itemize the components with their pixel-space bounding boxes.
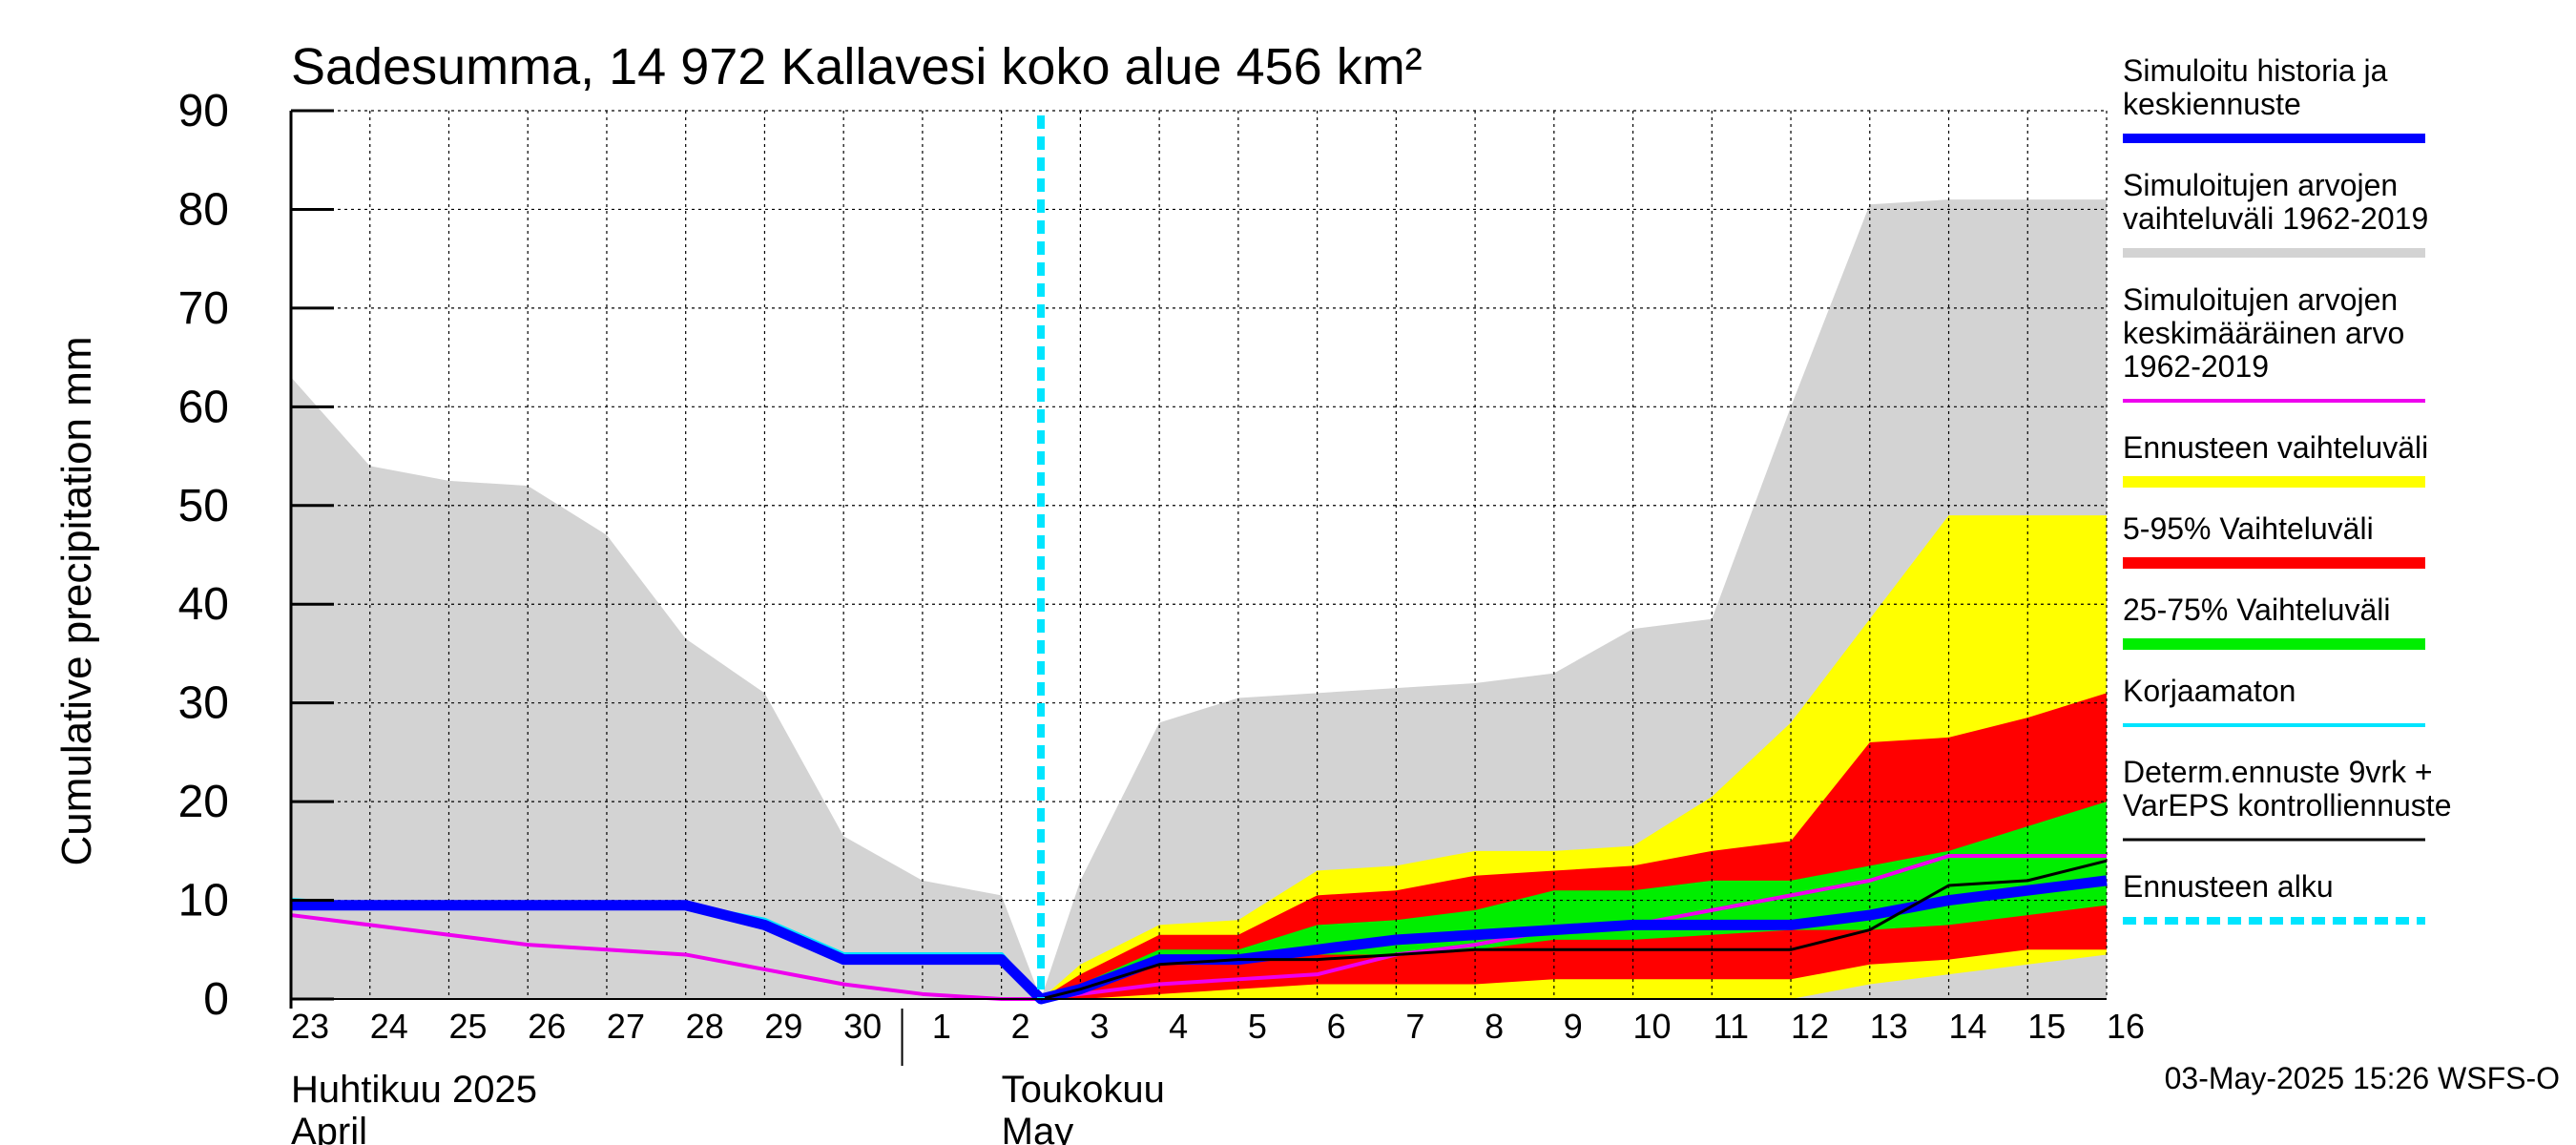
- legend-label: vaihteluväli 1962-2019: [2123, 201, 2428, 236]
- x-tick-label: 1: [932, 1007, 951, 1046]
- chart-title: Sadesumma, 14 972 Kallavesi koko alue 45…: [291, 38, 1423, 95]
- x-tick-label: 25: [448, 1007, 487, 1046]
- x-tick-label: 6: [1327, 1007, 1346, 1046]
- x-tick-label: 30: [843, 1007, 882, 1046]
- month-label: Huhtikuu 2025: [291, 1069, 537, 1111]
- x-tick-label: 8: [1485, 1007, 1504, 1046]
- legend-label: Korjaamaton: [2123, 674, 2296, 708]
- legend-item: Ennusteen alku: [2123, 869, 2425, 925]
- legend-label: keskimääräinen arvo: [2123, 316, 2404, 350]
- x-tick-label: 13: [1870, 1007, 1908, 1046]
- legend-label: Ennusteen alku: [2123, 869, 2334, 904]
- x-tick-label: 15: [2027, 1007, 2066, 1046]
- x-tick-label: 24: [370, 1007, 408, 1046]
- legend-item: Ennusteen vaihteluväli: [2123, 430, 2428, 488]
- y-tick-label: 30: [178, 678, 229, 729]
- x-tick-label: 12: [1791, 1007, 1829, 1046]
- month-label: Toukokuu: [1002, 1069, 1165, 1111]
- legend-label: Simuloitujen arvojen: [2123, 168, 2398, 202]
- y-tick-label: 60: [178, 382, 229, 432]
- series-bands: [291, 199, 2107, 1000]
- x-tick-label: 23: [291, 1007, 329, 1046]
- y-tick-label: 20: [178, 777, 229, 827]
- series-lines: [290, 115, 2108, 1005]
- y-tick-label: 40: [178, 579, 229, 630]
- legend: Simuloitu historia jakeskiennusteSimuloi…: [2123, 53, 2451, 925]
- legend-label: VarEPS kontrolliennuste: [2123, 788, 2451, 822]
- x-tick-label: 27: [607, 1007, 645, 1046]
- legend-label: 1962-2019: [2123, 349, 2269, 384]
- legend-label: 5-95% Vaihteluväli: [2123, 511, 2374, 546]
- x-tick-label: 16: [2107, 1007, 2145, 1046]
- x-tick-label: 29: [764, 1007, 802, 1046]
- x-tick-label: 3: [1090, 1007, 1109, 1046]
- legend-label: keskiennuste: [2123, 87, 2301, 121]
- legend-label: Ennusteen vaihteluväli: [2123, 430, 2428, 465]
- x-tick-label: 28: [686, 1007, 724, 1046]
- x-tick-label: 11: [1714, 1007, 1749, 1046]
- y-tick-label: 90: [178, 86, 229, 136]
- band-range-1962-2019: [291, 199, 2107, 1000]
- y-tick-label: 0: [203, 974, 229, 1025]
- y-axis-label: Cumulative precipitation mm: [53, 336, 100, 865]
- x-tick-label: 14: [1948, 1007, 1986, 1046]
- x-tick-label: 7: [1405, 1007, 1424, 1046]
- month-label-en: May: [1002, 1111, 1074, 1145]
- legend-label: Determ.ennuste 9vrk +: [2123, 755, 2433, 789]
- x-tick-label: 2: [1011, 1007, 1030, 1046]
- series-line-simuloitu-historia-ja-keskiennuste: [291, 875, 2108, 1005]
- y-tick-label: 80: [178, 184, 229, 235]
- x-tick-label: 10: [1633, 1007, 1672, 1046]
- y-tick-label: 70: [178, 283, 229, 334]
- legend-label: Simuloitu historia ja: [2123, 53, 2388, 88]
- series-line-simuloitujen-arvojen-keskim-r-inen-arvo: [290, 854, 2107, 1001]
- series-line-determ-ennuste-9vrk-vareps-kontrolliennuste: [1040, 859, 2108, 1001]
- legend-label: Simuloitujen arvojen: [2123, 282, 2398, 317]
- legend-label: 25-75% Vaihteluväli: [2123, 593, 2390, 627]
- y-tick-label: 50: [178, 481, 229, 531]
- timestamp-footer: 03-May-2025 15:26 WSFS-O: [2165, 1061, 2560, 1095]
- y-tick-label: 10: [178, 876, 229, 926]
- x-tick-label: 5: [1248, 1007, 1267, 1046]
- legend-item: 25-75% Vaihteluväli: [2123, 593, 2425, 650]
- x-tick-label: 26: [528, 1007, 566, 1046]
- legend-item: 5-95% Vaihteluväli: [2123, 511, 2425, 569]
- month-label-en: April: [291, 1111, 367, 1145]
- legend-item: Determ.ennuste 9vrk +VarEPS kontrollienn…: [2123, 755, 2451, 842]
- legend-item: Korjaamaton: [2123, 674, 2425, 727]
- x-tick-label: 9: [1564, 1007, 1583, 1046]
- x-tick-label: 4: [1169, 1007, 1188, 1046]
